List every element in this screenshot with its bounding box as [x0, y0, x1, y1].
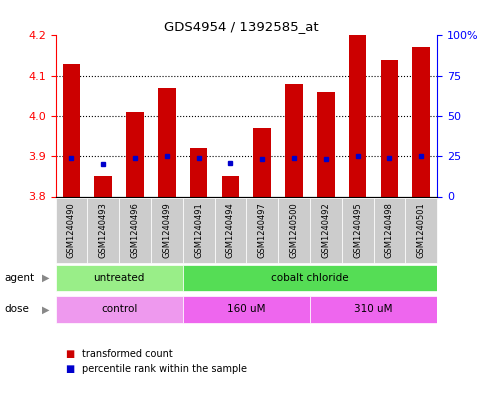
Text: GSM1240495: GSM1240495 [353, 202, 362, 258]
Text: GDS4954 / 1392585_at: GDS4954 / 1392585_at [164, 20, 319, 33]
Bar [254, 128, 271, 196]
Text: percentile rank within the sample: percentile rank within the sample [82, 364, 247, 375]
Text: cobalt chloride: cobalt chloride [271, 273, 349, 283]
Bar [87, 198, 119, 263]
Text: ■: ■ [65, 364, 74, 375]
Text: GSM1240498: GSM1240498 [385, 202, 394, 258]
Bar [381, 60, 398, 196]
Text: GSM1240497: GSM1240497 [258, 202, 267, 258]
Bar [183, 296, 310, 323]
Bar [373, 198, 405, 263]
Text: GSM1240494: GSM1240494 [226, 202, 235, 258]
Text: control: control [101, 305, 137, 314]
Text: GSM1240501: GSM1240501 [417, 202, 426, 258]
Bar [412, 48, 430, 196]
Bar [126, 112, 144, 196]
Bar [310, 198, 342, 263]
Text: agent: agent [5, 273, 35, 283]
Bar [95, 176, 112, 196]
Text: GSM1240500: GSM1240500 [289, 202, 298, 258]
Bar [183, 265, 437, 291]
Text: ▶: ▶ [42, 305, 50, 314]
Text: ▶: ▶ [42, 273, 50, 283]
Bar [222, 176, 239, 196]
Bar [56, 198, 87, 263]
Bar [119, 198, 151, 263]
Bar [285, 84, 303, 196]
Bar [342, 198, 373, 263]
Bar [246, 198, 278, 263]
Text: GSM1240496: GSM1240496 [130, 202, 140, 258]
Bar [56, 265, 183, 291]
Bar [317, 92, 335, 196]
Text: untreated: untreated [93, 273, 145, 283]
Text: transformed count: transformed count [82, 349, 173, 359]
Text: 310 uM: 310 uM [354, 305, 393, 314]
Bar [151, 198, 183, 263]
Bar [310, 296, 437, 323]
Text: ■: ■ [65, 349, 74, 359]
Text: GSM1240492: GSM1240492 [321, 202, 330, 258]
Bar [56, 296, 183, 323]
Bar [190, 148, 207, 196]
Bar [349, 31, 367, 196]
Text: GSM1240490: GSM1240490 [67, 202, 76, 258]
Bar [405, 198, 437, 263]
Bar [183, 198, 214, 263]
Bar [63, 64, 80, 196]
Bar [278, 198, 310, 263]
Bar [214, 198, 246, 263]
Text: 160 uM: 160 uM [227, 305, 266, 314]
Text: dose: dose [5, 305, 30, 314]
Text: GSM1240493: GSM1240493 [99, 202, 108, 258]
Bar [158, 88, 176, 196]
Text: GSM1240491: GSM1240491 [194, 202, 203, 258]
Text: GSM1240499: GSM1240499 [162, 202, 171, 258]
